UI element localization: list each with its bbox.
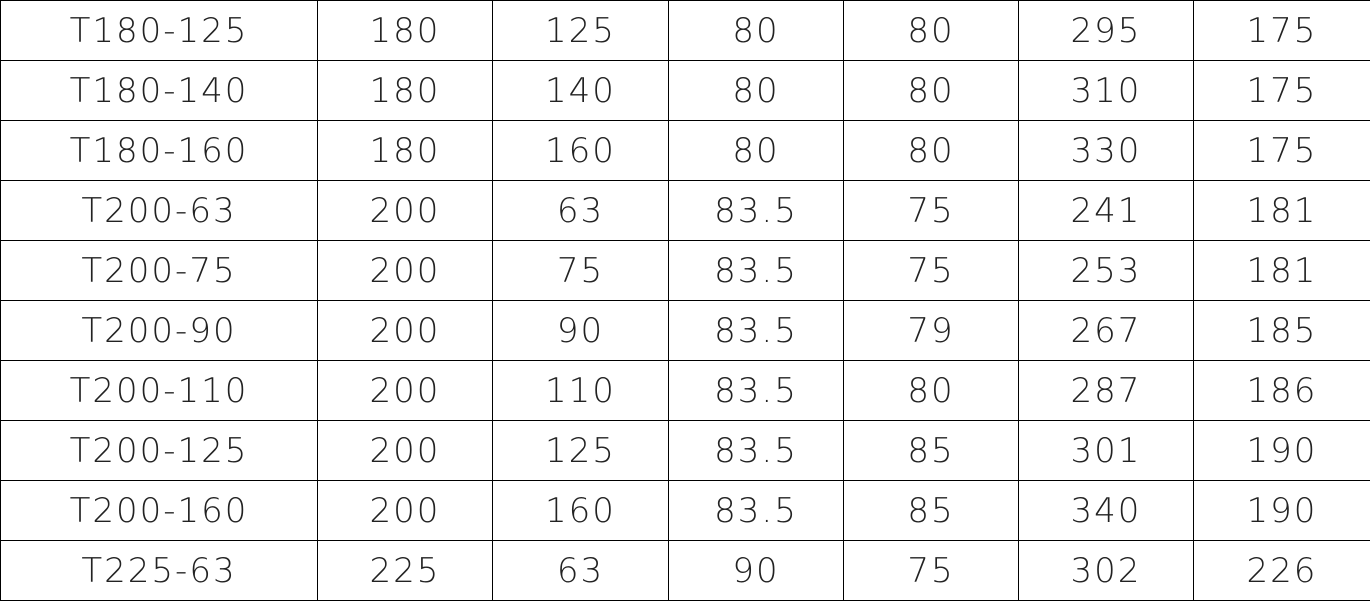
value-cell: 181 (1194, 241, 1370, 301)
model-cell: T200-125 (1, 421, 318, 481)
value-cell: 225 (318, 541, 493, 601)
value-cell: 83.5 (669, 301, 844, 361)
value-cell: 200 (318, 481, 493, 541)
model-cell: T180-140 (1, 61, 318, 121)
value-cell: 175 (1194, 121, 1370, 181)
value-cell: 83.5 (669, 361, 844, 421)
model-cell: T200-75 (1, 241, 318, 301)
value-cell: 80 (844, 1, 1019, 61)
model-cell: T200-63 (1, 181, 318, 241)
value-cell: 180 (318, 1, 493, 61)
value-cell: 75 (493, 241, 669, 301)
value-cell: 160 (493, 121, 669, 181)
value-cell: 110 (493, 361, 669, 421)
value-cell: 200 (318, 361, 493, 421)
value-cell: 180 (318, 121, 493, 181)
value-cell: 125 (493, 1, 669, 61)
value-cell: 186 (1194, 361, 1370, 421)
value-cell: 310 (1019, 61, 1194, 121)
value-cell: 75 (844, 241, 1019, 301)
value-cell: 83.5 (669, 181, 844, 241)
model-cell: T200-90 (1, 301, 318, 361)
value-cell: 80 (844, 61, 1019, 121)
value-cell: 90 (493, 301, 669, 361)
value-cell: 63 (493, 181, 669, 241)
value-cell: 301 (1019, 421, 1194, 481)
value-cell: 85 (844, 421, 1019, 481)
value-cell: 125 (493, 421, 669, 481)
value-cell: 200 (318, 301, 493, 361)
value-cell: 190 (1194, 481, 1370, 541)
model-cell: T225-63 (1, 541, 318, 601)
model-cell: T200-160 (1, 481, 318, 541)
value-cell: 267 (1019, 301, 1194, 361)
value-cell: 287 (1019, 361, 1194, 421)
value-cell: 175 (1194, 1, 1370, 61)
value-cell: 340 (1019, 481, 1194, 541)
value-cell: 241 (1019, 181, 1194, 241)
value-cell: 253 (1019, 241, 1194, 301)
model-cell: T200-110 (1, 361, 318, 421)
value-cell: 175 (1194, 61, 1370, 121)
model-cell: T180-125 (1, 1, 318, 61)
value-cell: 302 (1019, 541, 1194, 601)
value-cell: 180 (318, 61, 493, 121)
value-cell: 190 (1194, 421, 1370, 481)
value-cell: 75 (844, 541, 1019, 601)
value-cell: 200 (318, 181, 493, 241)
value-cell: 330 (1019, 121, 1194, 181)
value-cell: 75 (844, 181, 1019, 241)
value-cell: 80 (669, 61, 844, 121)
value-cell: 226 (1194, 541, 1370, 601)
value-cell: 160 (493, 481, 669, 541)
value-cell: 181 (1194, 181, 1370, 241)
value-cell: 185 (1194, 301, 1370, 361)
value-cell: 295 (1019, 1, 1194, 61)
value-cell: 63 (493, 541, 669, 601)
value-cell: 90 (669, 541, 844, 601)
model-cell: T180-160 (1, 121, 318, 181)
value-cell: 85 (844, 481, 1019, 541)
value-cell: 80 (844, 361, 1019, 421)
value-cell: 80 (844, 121, 1019, 181)
value-cell: 79 (844, 301, 1019, 361)
value-cell: 80 (669, 1, 844, 61)
value-cell: 80 (669, 121, 844, 181)
value-cell: 200 (318, 241, 493, 301)
value-cell: 200 (318, 421, 493, 481)
value-cell: 83.5 (669, 481, 844, 541)
value-cell: 83.5 (669, 241, 844, 301)
value-cell: 140 (493, 61, 669, 121)
value-cell: 83.5 (669, 421, 844, 481)
